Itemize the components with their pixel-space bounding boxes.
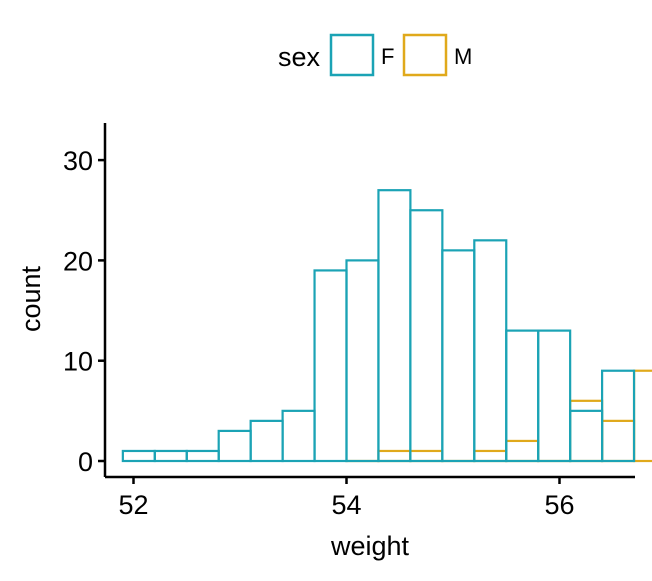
x-axis-title: weight xyxy=(330,531,410,561)
y-tick-label: 30 xyxy=(63,146,93,176)
y-tick-label: 20 xyxy=(63,246,93,276)
bar-F-4 xyxy=(251,421,283,461)
bar-F-8 xyxy=(378,190,410,461)
bar-M-1 xyxy=(378,451,410,461)
y-tick-label: 10 xyxy=(63,347,93,377)
bar-F-3 xyxy=(219,431,251,461)
bar-F-14 xyxy=(570,411,602,461)
bars-series-F xyxy=(123,190,634,461)
bar-F-9 xyxy=(410,210,442,461)
y-axis-title: count xyxy=(16,265,46,332)
bar-M-9 xyxy=(634,371,652,461)
bar-F-5 xyxy=(283,411,315,461)
bar-M-4 xyxy=(474,451,506,461)
bar-F-7 xyxy=(347,260,379,461)
x-tick-label: 54 xyxy=(331,490,361,520)
bar-M-8 xyxy=(602,421,634,461)
legend-label-F: F xyxy=(381,44,394,69)
bar-F-15 xyxy=(602,371,634,461)
bar-F-6 xyxy=(315,270,347,461)
bar-M-2 xyxy=(410,451,442,461)
bar-F-10 xyxy=(442,250,474,461)
legend-label-M: M xyxy=(454,44,472,69)
bar-F-13 xyxy=(538,331,570,461)
legend: sex F M xyxy=(278,35,472,75)
bars-series-M xyxy=(347,140,652,461)
legend-key-F xyxy=(331,35,373,75)
x-tick-label: 52 xyxy=(118,490,148,520)
legend-key-M xyxy=(404,35,446,75)
bar-F-2 xyxy=(187,451,219,461)
y-tick-label: 0 xyxy=(78,447,93,477)
bar-F-0 xyxy=(123,451,155,461)
bar-F-11 xyxy=(474,240,506,461)
bar-M-5 xyxy=(506,441,538,461)
bar-F-1 xyxy=(155,451,187,461)
legend-title: sex xyxy=(278,42,321,72)
x-tick-label: 56 xyxy=(544,490,574,520)
